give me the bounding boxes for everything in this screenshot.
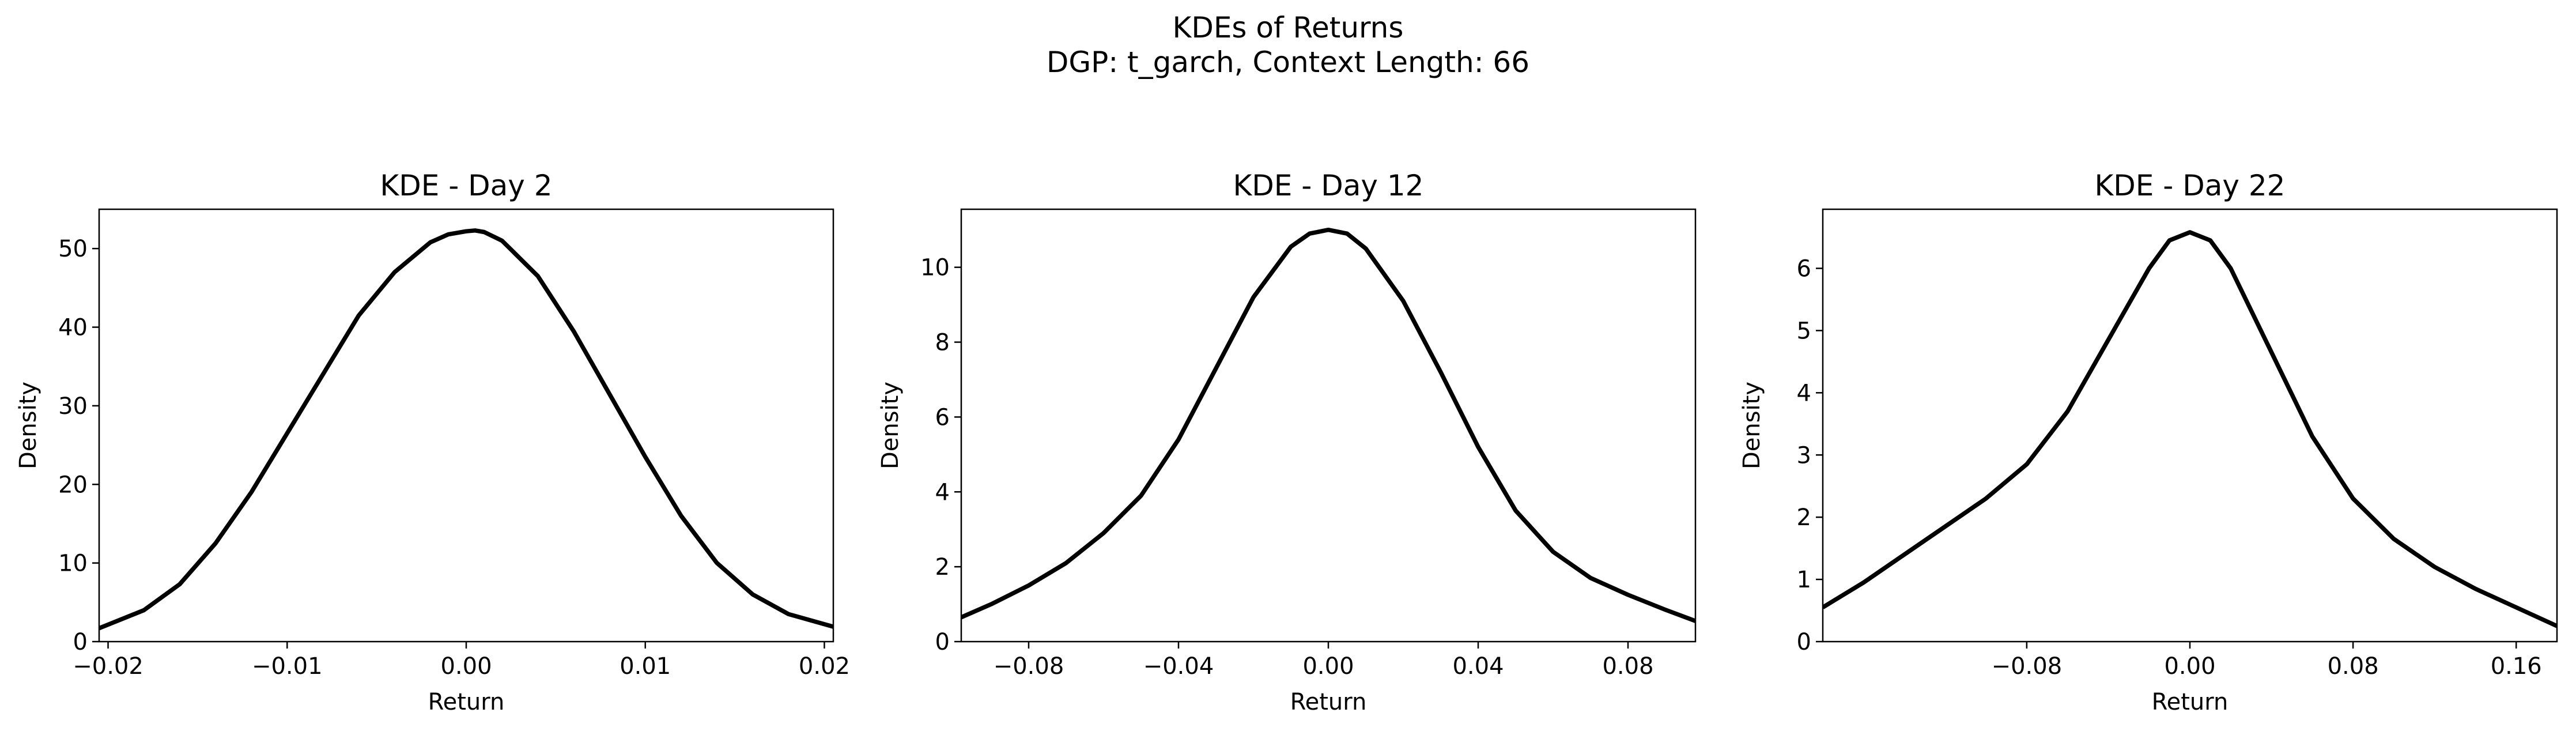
x-axis-label: Return xyxy=(428,689,505,715)
x-tick-label: −0.02 xyxy=(73,653,143,680)
subplot-title: KDE - Day 22 xyxy=(2095,169,2286,202)
x-axis-label: Return xyxy=(2152,689,2228,715)
subplot-3: KDE - Day 22 −0.08 0.00 0.08 0.16 0 1 2 3 4 5 6 Retu… xyxy=(1739,169,2558,715)
x-tick-label: −0.08 xyxy=(994,653,1064,680)
x-tick-label: 0.00 xyxy=(2164,653,2215,680)
y-tick-label: 0 xyxy=(935,629,950,655)
kde-curve xyxy=(1823,230,2557,628)
figure-subtitle: DGP: t_garch, Context Length: 66 xyxy=(1047,46,1529,79)
y-axis-label: Density xyxy=(877,382,904,469)
y-axis-label: Density xyxy=(15,382,41,469)
kde-curve xyxy=(99,228,833,631)
y-tick-label: 30 xyxy=(58,393,88,420)
x-tick-label: 0.16 xyxy=(2491,653,2542,680)
y-tick-label: 10 xyxy=(920,255,950,281)
y-tick-label: 6 xyxy=(935,404,950,431)
x-tick-label: −0.08 xyxy=(1992,653,2063,680)
x-axis-label: Return xyxy=(1290,689,1367,715)
subplot-title: KDE - Day 2 xyxy=(380,169,552,202)
y-tick-label: 0 xyxy=(73,629,88,655)
subplot-1: KDE - Day 2 −0.02 −0.01 0.00 0.01 0.02 0 10 20 30… xyxy=(15,169,850,715)
x-tick-label: −0.04 xyxy=(1143,653,1214,680)
x-tick-label: 0.01 xyxy=(620,653,671,680)
y-tick-label: 50 xyxy=(58,236,88,262)
subplot-grid: KDE - Day 2−0.02 −0.01 0.00 0.01 0.020102030… xyxy=(15,169,2558,715)
kde-curve xyxy=(961,227,1695,623)
x-tick-label: 0.08 xyxy=(1602,653,1653,680)
y-tick-label: 40 xyxy=(58,315,88,341)
y-tick-label: 1 xyxy=(1797,567,1811,593)
y-axis-label: Density xyxy=(1739,382,1765,469)
y-tick-label: 4 xyxy=(935,479,950,506)
x-tick-label: −0.01 xyxy=(252,653,323,680)
y-tick-label: 20 xyxy=(58,472,88,498)
y-tick-label: 6 xyxy=(1797,256,1811,282)
y-tick-label: 0 xyxy=(1797,629,1811,655)
y-tick-label: 2 xyxy=(1797,504,1811,531)
subplot-title: KDE - Day 12 xyxy=(1233,169,1424,202)
x-tick-label: 0.08 xyxy=(2328,653,2379,680)
y-tick-label: 5 xyxy=(1797,318,1811,344)
x-tick-label: 0.00 xyxy=(1302,653,1354,680)
y-tick-label: 3 xyxy=(1797,442,1811,469)
y-tick-label: 4 xyxy=(1797,380,1811,406)
y-tick-label: 8 xyxy=(935,330,950,356)
y-tick-label: 10 xyxy=(58,551,88,577)
x-tick-label: 0.02 xyxy=(799,653,850,680)
y-tick-label: 2 xyxy=(935,554,950,581)
x-tick-label: 0.00 xyxy=(440,653,492,680)
subplot-2: KDE - Day 12 −0.08 −0.04 0.00 0.04 0.08 0 2 4 6 8 1… xyxy=(877,169,1697,715)
figure-title: KDEs of Returns xyxy=(1173,11,1404,44)
x-tick-label: 0.04 xyxy=(1452,653,1504,680)
